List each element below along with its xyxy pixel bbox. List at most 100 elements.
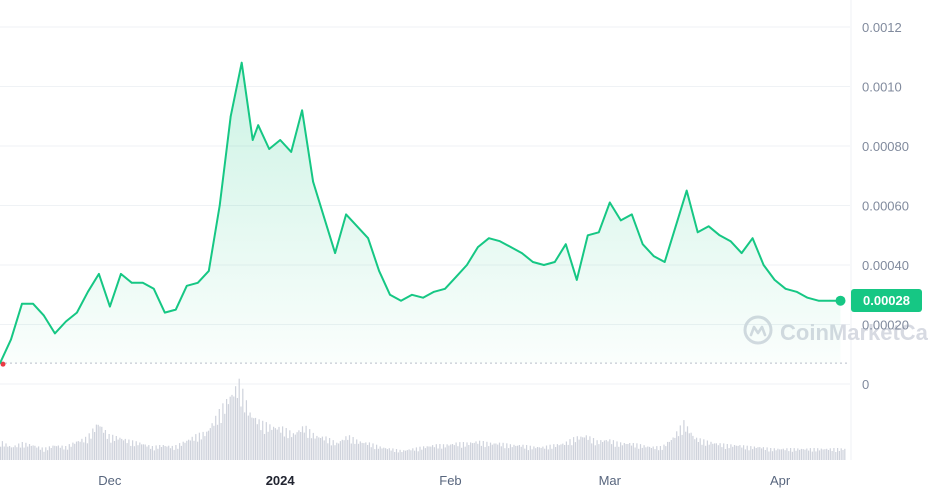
volume-bar <box>775 450 777 460</box>
volume-bar <box>538 447 540 460</box>
volume-bar <box>276 429 278 460</box>
volume-bar <box>209 428 211 460</box>
price-point <box>641 243 644 245</box>
volume-bar <box>66 449 69 460</box>
x-tick-label: Dec <box>98 473 122 488</box>
volume-bar <box>520 446 522 460</box>
volume-bar <box>790 448 792 460</box>
volume-bar <box>390 450 392 460</box>
price-point <box>345 213 347 216</box>
volume-bar <box>312 432 314 460</box>
volume-bar <box>676 431 678 460</box>
grid-lines <box>0 0 852 460</box>
volume-bar <box>83 442 85 460</box>
price-point <box>334 252 336 254</box>
volume-bar <box>0 446 2 460</box>
volume-bar <box>462 442 465 460</box>
volume-bar <box>639 444 642 460</box>
volume-bar <box>446 444 448 460</box>
volume-bar <box>86 443 89 460</box>
volume-bar <box>806 448 808 460</box>
volume-bar <box>218 409 220 460</box>
volume-bar <box>155 445 157 460</box>
volume-bar <box>471 443 474 460</box>
volume-bar <box>592 438 595 460</box>
volume-bar <box>802 449 804 460</box>
volume-bar <box>166 446 168 460</box>
volume-bar <box>549 444 551 460</box>
volume-bar <box>16 447 18 460</box>
volume-bar <box>79 441 81 460</box>
price-point <box>175 308 177 311</box>
volume-bar <box>683 420 685 460</box>
price-point <box>290 151 293 153</box>
volume-bar <box>840 448 842 460</box>
volume-bar <box>298 430 300 460</box>
volume-bar <box>408 449 410 460</box>
volume-bar <box>544 448 546 460</box>
volume-bar <box>310 438 313 460</box>
volume-bar <box>441 448 443 460</box>
volume-bar <box>715 443 718 460</box>
price-point <box>164 311 166 314</box>
volume-bar <box>419 446 421 460</box>
x-tick-label: Apr <box>770 473 791 488</box>
volume-bar <box>404 450 407 460</box>
volume-bar <box>500 446 502 460</box>
volume-bar <box>578 439 580 460</box>
volume-bar <box>63 449 65 460</box>
volume-bar <box>236 398 239 460</box>
volume-bar <box>558 445 560 460</box>
volume-bar <box>206 431 208 460</box>
x-axis: Dec 2024 Feb Mar Apr <box>98 473 791 488</box>
last-price-dot[interactable] <box>835 295 846 306</box>
volume-bar <box>265 422 267 460</box>
volume-bar <box>694 439 696 460</box>
volume-bar <box>782 448 784 460</box>
price-point <box>554 261 556 263</box>
volume-bar <box>663 444 665 460</box>
volume-bar <box>377 448 380 460</box>
volume-bar <box>470 442 472 460</box>
volume-bar <box>759 447 761 460</box>
volume-bar <box>213 425 215 460</box>
volume-bar <box>804 449 806 460</box>
volume-bar <box>70 446 72 460</box>
volume-bar <box>343 440 345 460</box>
price-point <box>218 204 221 207</box>
volume-bar <box>636 443 638 460</box>
volume-bar <box>545 445 548 460</box>
price-point <box>707 225 710 228</box>
volume-bar <box>1 441 4 460</box>
volume-bar <box>274 428 277 460</box>
volume-bar <box>110 442 112 460</box>
volume-bar <box>766 447 768 460</box>
volume-bar <box>339 441 342 460</box>
volume-bar <box>423 446 425 460</box>
volume-bar <box>61 445 63 460</box>
volume-bar <box>661 449 663 460</box>
price-point <box>76 311 78 314</box>
volume-bar <box>553 444 555 460</box>
volume-bar <box>130 445 132 460</box>
volume-bar <box>791 451 794 460</box>
price-line[interactable] <box>0 61 841 364</box>
volume-bar <box>690 432 692 460</box>
volume-bar <box>583 437 586 460</box>
volume-bar <box>173 449 175 460</box>
volume-bar <box>591 443 593 460</box>
volume-bar <box>27 446 29 460</box>
volume-bar <box>50 448 52 460</box>
volume-bar <box>820 448 822 460</box>
volume-bar <box>567 444 569 460</box>
price-point <box>98 273 100 275</box>
volume-bar <box>703 439 705 460</box>
volume-bar <box>182 441 184 460</box>
volume-bar <box>459 442 461 460</box>
volume-bar <box>451 444 454 460</box>
x-tick-label: Feb <box>439 473 461 488</box>
volume-bar <box>254 417 257 460</box>
volume-bar <box>728 448 730 460</box>
volume-bar <box>621 445 624 460</box>
